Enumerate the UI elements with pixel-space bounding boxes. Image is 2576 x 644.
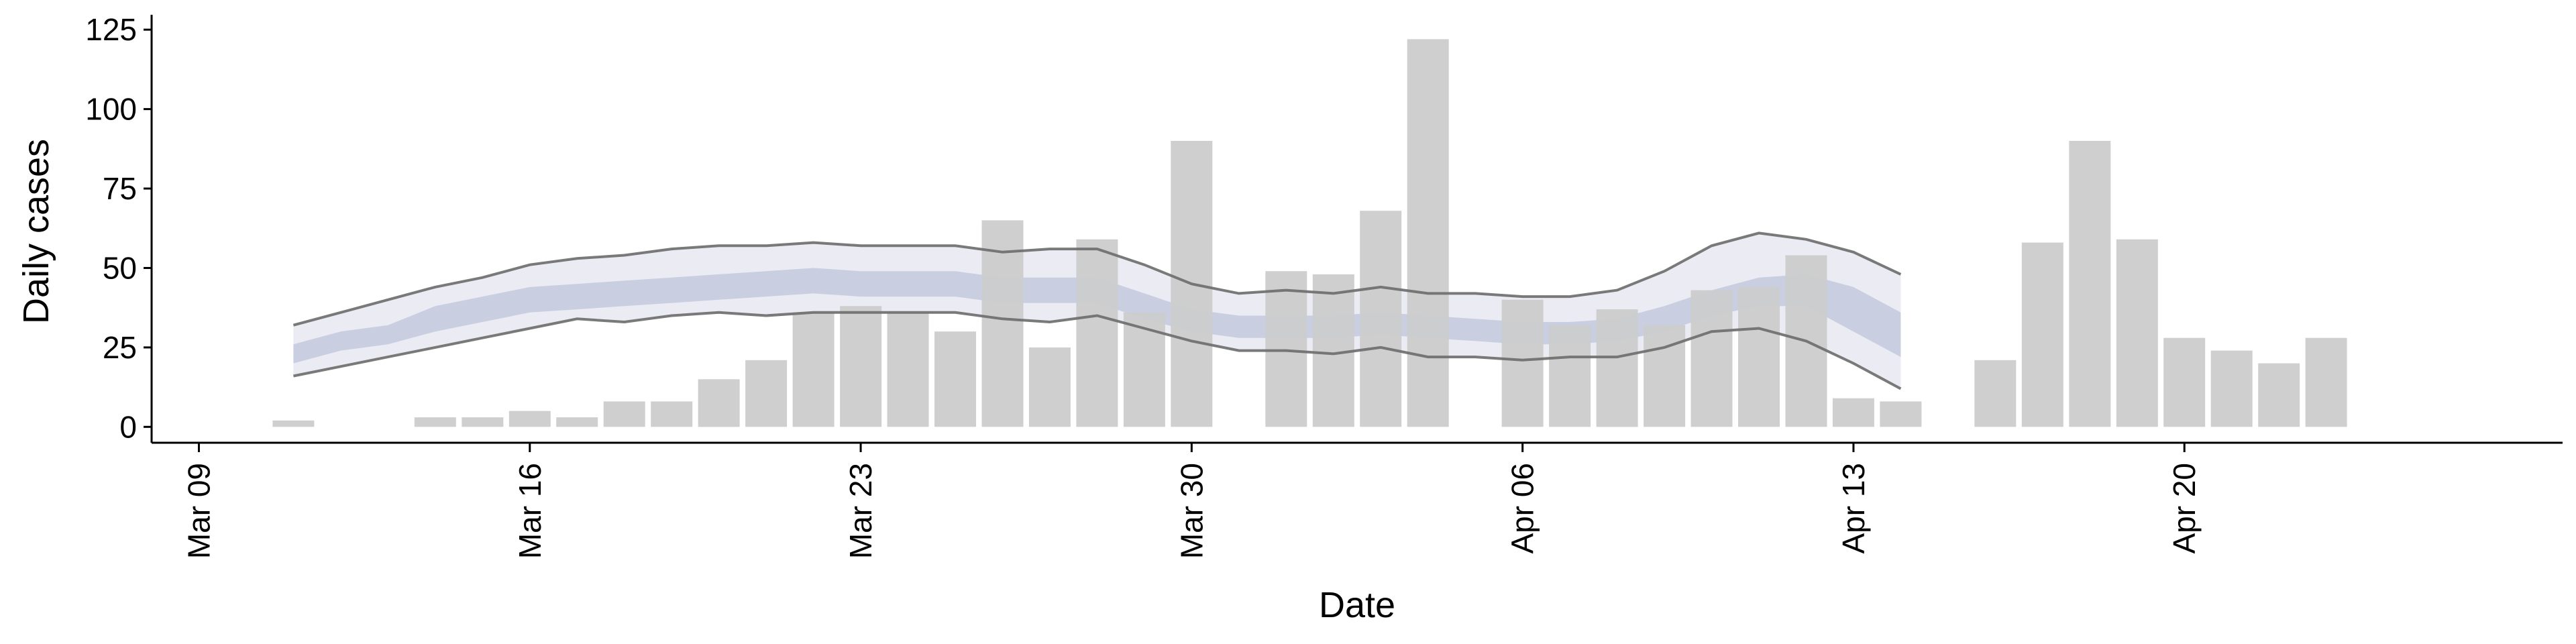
bar xyxy=(1832,398,1874,427)
bar xyxy=(2258,363,2300,427)
bar xyxy=(1028,347,1071,427)
axes: 0 25 50 75 100 125 Mar 09 Mar 16 Mar 23 Mar 30 Apr… xyxy=(85,12,2563,559)
bar xyxy=(1501,299,1544,427)
bar xyxy=(792,312,835,427)
bar xyxy=(934,331,976,427)
band-50 xyxy=(293,268,1901,364)
bar xyxy=(2163,337,2206,427)
upper-bound-line xyxy=(292,231,1902,327)
y-tick-label: 100 xyxy=(85,92,137,127)
x-tick-label: Apr 13 xyxy=(1836,463,1871,554)
x-tick-label: Mar 16 xyxy=(513,463,547,559)
bar xyxy=(1549,325,1591,427)
bar xyxy=(698,379,740,427)
bar xyxy=(2116,239,2158,427)
bar xyxy=(1880,401,1922,427)
x-tick-label: Apr 20 xyxy=(2167,463,2202,554)
bar xyxy=(2210,350,2253,427)
y-tick-label: 125 xyxy=(85,12,137,47)
bar xyxy=(887,312,929,427)
bar xyxy=(981,220,1024,427)
bar xyxy=(462,417,504,427)
bar xyxy=(745,360,788,427)
bar xyxy=(2305,337,2347,427)
lower-bound-line xyxy=(293,311,1902,390)
x-tick-label: Mar 09 xyxy=(181,463,216,559)
bar xyxy=(2021,242,2063,427)
y-tick-label: 50 xyxy=(103,250,137,285)
y-axis-label: Daily cases xyxy=(16,139,56,324)
bar xyxy=(603,401,645,427)
bar xyxy=(1407,39,1449,427)
bar xyxy=(651,401,693,427)
y-tick-label: 25 xyxy=(103,330,137,365)
bar xyxy=(1360,211,1402,427)
bar xyxy=(1690,290,1733,427)
bar xyxy=(1596,309,1638,427)
bar xyxy=(414,417,456,427)
bar xyxy=(1265,271,1307,427)
bar xyxy=(1076,239,1118,427)
bar xyxy=(1974,360,2017,427)
bar xyxy=(2069,141,2111,427)
x-tick-label: Apr 06 xyxy=(1505,463,1540,554)
bar xyxy=(1738,286,1780,427)
bar xyxy=(556,417,598,427)
y-tick-label: 75 xyxy=(103,171,137,206)
bars xyxy=(272,39,2347,427)
estimate-lines xyxy=(292,231,1902,390)
bar xyxy=(1644,325,1686,427)
x-tick-label: Mar 23 xyxy=(843,463,878,559)
y-tick-label: 0 xyxy=(119,409,137,444)
bar xyxy=(840,306,882,427)
bar xyxy=(508,411,551,427)
x-axis-label: Date xyxy=(1319,585,1395,625)
bar xyxy=(272,420,315,427)
x-tick-label: Mar 30 xyxy=(1174,463,1209,559)
